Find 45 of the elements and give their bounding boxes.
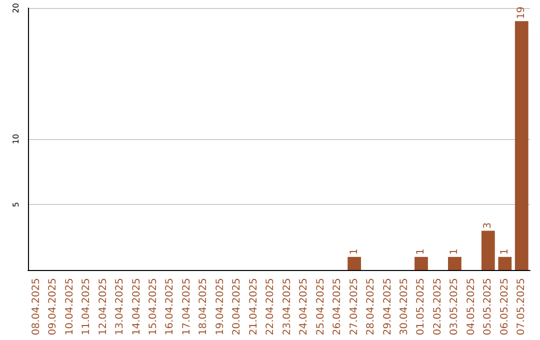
x-tick-label: 09.04.2025 <box>48 278 59 336</box>
bar <box>481 230 495 270</box>
data-label: 1 <box>499 248 510 255</box>
x-tick-label: 27.04.2025 <box>348 278 360 336</box>
data-label: 19 <box>516 6 528 20</box>
x-tick-label: 12.04.2025 <box>98 278 109 336</box>
bar <box>448 256 462 270</box>
y-tick-label: 5 <box>12 202 20 208</box>
x-tick-label: 23.04.2025 <box>282 278 293 336</box>
x-tick-label: 08.04.2025 <box>30 278 42 336</box>
bar <box>348 256 361 270</box>
y-tick-label: 20 <box>12 2 20 14</box>
x-tick-label: 11.04.2025 <box>81 278 92 336</box>
x-tick-label: 05.05.2025 <box>482 278 494 336</box>
x-tick-label: 18.04.2025 <box>198 278 210 336</box>
x-tick-label: 25.04.2025 <box>315 278 326 336</box>
data-label: 1 <box>449 248 460 255</box>
data-label: 1 <box>348 248 360 255</box>
x-tick-label: 28.04.2025 <box>366 278 377 336</box>
data-label: 3 <box>482 222 494 229</box>
x-tick-label: 02.05.2025 <box>432 278 444 336</box>
x-tick-label: 06.05.2025 <box>499 278 510 336</box>
x-tick-label: 29.04.2025 <box>382 278 394 336</box>
x-tick-label: 07.05.2025 <box>516 278 528 336</box>
y-tick-label: 10 <box>12 134 20 144</box>
x-tick-label: 21.04.2025 <box>248 278 260 336</box>
x-tick-label: 24.04.2025 <box>298 278 310 336</box>
x-tick-label: 19.04.2025 <box>214 278 226 336</box>
x-tick-label: 30.04.2025 <box>399 278 410 336</box>
x-tick-label: 20.04.2025 <box>232 278 243 336</box>
x-tick-label: 26.04.2025 <box>332 278 344 336</box>
x-tick-label: 17.04.2025 <box>181 278 192 336</box>
x-tick-label: 03.05.2025 <box>449 278 460 336</box>
bar <box>514 21 528 270</box>
x-tick-label: 14.04.2025 <box>131 278 142 336</box>
data-label: 1 <box>416 248 427 255</box>
x-tick-label: 15.04.2025 <box>148 278 159 336</box>
x-tick-label: 01.05.2025 <box>416 278 427 336</box>
x-tick-label: 10.04.2025 <box>64 278 76 336</box>
bar <box>414 256 428 270</box>
x-tick-label: 22.04.2025 <box>265 278 276 336</box>
x-tick-label: 04.05.2025 <box>466 278 477 336</box>
x-tick-label: 16.04.2025 <box>164 278 176 336</box>
bar <box>498 256 512 270</box>
x-tick-label: 13.04.2025 <box>114 278 126 336</box>
